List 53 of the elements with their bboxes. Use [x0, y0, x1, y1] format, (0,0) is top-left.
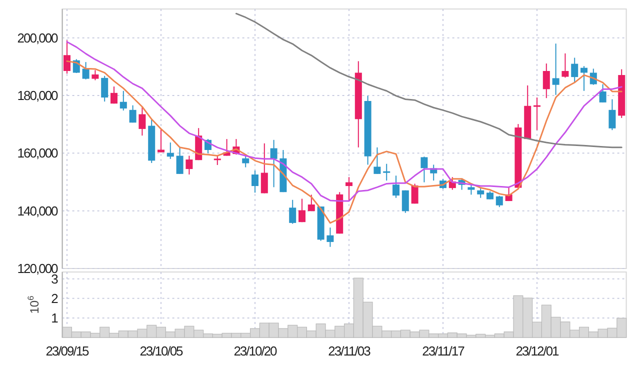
- y-tick-label: 2: [51, 290, 58, 306]
- y-tick-label: 160,000: [17, 146, 58, 161]
- candlestick: [214, 155, 221, 166]
- candlestick: [176, 146, 184, 174]
- x-tick-label: 23/12/01: [516, 344, 560, 358]
- candlestick: [158, 128, 164, 153]
- candlestick: [383, 163, 390, 182]
- candlestick: [420, 156, 428, 183]
- candlestick: [166, 142, 174, 160]
- candlestick: [411, 183, 418, 204]
- candlestick: [260, 142, 268, 194]
- candlestick: [392, 175, 400, 198]
- candlestick: [64, 40, 70, 74]
- x-tick-label: 23/10/05: [140, 344, 184, 358]
- candlestick: [289, 199, 296, 224]
- candlestick: [571, 57, 578, 82]
- candlestick: [599, 84, 606, 103]
- candlestick: [120, 90, 127, 111]
- candlestick: [252, 170, 258, 194]
- candlestick: [402, 190, 409, 214]
- candlestick: [270, 139, 278, 188]
- candlestick: [82, 62, 90, 80]
- candlestick: [608, 98, 616, 131]
- x-tick-label: 23/10/20: [234, 344, 278, 358]
- y-tick-label: 120,000: [17, 261, 58, 276]
- line-series: [235, 12, 622, 148]
- candlestick: [562, 52, 569, 78]
- x-tick-label: 23/11/17: [422, 344, 465, 358]
- candlestick: [496, 195, 503, 208]
- x-tick-label: 23/11/03: [328, 344, 371, 358]
- y-tick-label: 200,000: [17, 30, 58, 46]
- candlestick: [101, 75, 108, 102]
- candlestick: [326, 227, 334, 248]
- y-tick-label: 140,000: [17, 203, 58, 218]
- candlestick: [129, 104, 136, 124]
- y-tick-label: 180,000: [17, 88, 58, 104]
- candlestick: [308, 194, 315, 212]
- candlestick: [242, 154, 250, 168]
- candlestick: [186, 155, 193, 176]
- x-tick-label: 23/09/15: [46, 344, 90, 358]
- candlestick: [110, 86, 118, 104]
- candlestick: [374, 146, 381, 174]
- candlestick: [92, 70, 99, 81]
- candlestick: [138, 106, 146, 136]
- candlestick: [346, 176, 352, 201]
- candlestick: [580, 66, 588, 92]
- line-series: [66, 41, 622, 202]
- y-tick-label: 1: [51, 310, 58, 326]
- candlestick: [542, 62, 550, 99]
- candlestick: [534, 97, 540, 131]
- candlestick: [298, 198, 306, 223]
- candlestick: [552, 43, 560, 96]
- candlestick: [477, 187, 484, 198]
